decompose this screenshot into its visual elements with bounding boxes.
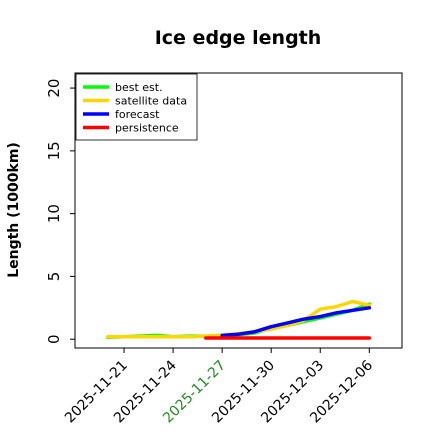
y-tick-label: 5 [45, 272, 63, 282]
legend-box [75, 73, 198, 141]
y-tick-label: 0 [45, 334, 63, 344]
legend-label: forecast [115, 108, 160, 121]
y-tick-label: 20 [45, 79, 63, 98]
series-line-satellite-data [105, 299, 372, 339]
legend-label: best est. [115, 81, 163, 94]
y-tick-label: 10 [45, 204, 63, 223]
legend-label: persistence [115, 122, 179, 135]
plot-frame [74, 72, 403, 349]
chart-title: Ice edge length [155, 27, 322, 49]
plot-area [105, 299, 372, 340]
x-axis: 2025-11-212025-11-242025-11-272025-11-30… [62, 348, 376, 426]
legend: best est.satellite dataforecastpersisten… [75, 73, 198, 141]
y-axis: 0 5 10 15 20 [45, 79, 75, 344]
y-axis-label: Length (1000km) [6, 142, 22, 278]
legend-label: satellite data [115, 95, 187, 108]
series-line-forecast [220, 306, 372, 338]
y-tick-label: 15 [45, 141, 63, 160]
